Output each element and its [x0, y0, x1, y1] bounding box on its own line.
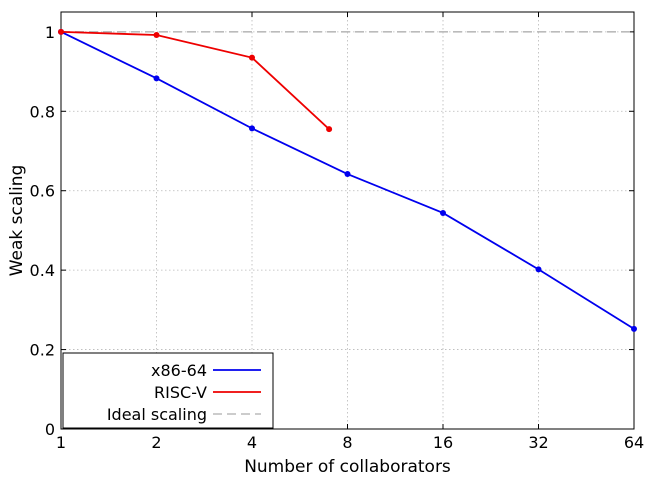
axis-ticks: 1 2 4 8 16 32 64 0 0.2 0.4 0.6 0.8 1 [30, 12, 644, 452]
y-tick-label: 0.2 [30, 341, 55, 360]
y-tick-label: 0.4 [30, 261, 55, 280]
x-tick-label: 4 [247, 433, 257, 452]
x-tick-label: 8 [342, 433, 352, 452]
y-tick-label: 0.6 [30, 182, 55, 201]
data-point-x86-64 [535, 266, 542, 273]
data-point-x86-64 [344, 171, 351, 178]
legend-label-ideal-scaling: Ideal scaling [107, 405, 207, 424]
x-tick-label: 1 [56, 433, 66, 452]
y-tick-label: 0 [45, 420, 55, 439]
series-line-risc-v [60, 30, 330, 130]
data-point-x86-64 [249, 125, 255, 132]
data-point-risc-v [249, 54, 255, 61]
legend-box [62, 352, 274, 429]
x-tick-label: 32 [528, 433, 548, 452]
x-tick-label: 2 [151, 433, 161, 452]
data-point-risc-v [326, 126, 333, 133]
data-point-x86-64 [631, 325, 637, 332]
x-axis-label: Number of collaborators [244, 457, 451, 476]
y-tick-label: 0.8 [30, 102, 55, 121]
series-lines [58, 28, 637, 332]
series-x86-64 [58, 28, 637, 332]
series-risc-v [58, 28, 333, 133]
data-point-risc-v [58, 28, 64, 35]
data-point-risc-v [153, 32, 160, 39]
data-point-x86-64 [153, 75, 160, 82]
legend-label-x86-64: x86-64 [151, 361, 207, 380]
legend: x86-64 RISC-V Ideal scaling [62, 352, 274, 429]
x-tick-label: 16 [433, 433, 453, 452]
x-tick-label: 64 [624, 433, 644, 452]
data-point-x86-64 [440, 209, 446, 216]
y-tick-label: 1 [45, 23, 55, 42]
y-axis-label: Weak scaling [7, 165, 27, 277]
legend-label-risc-v: RISC-V [154, 383, 207, 402]
